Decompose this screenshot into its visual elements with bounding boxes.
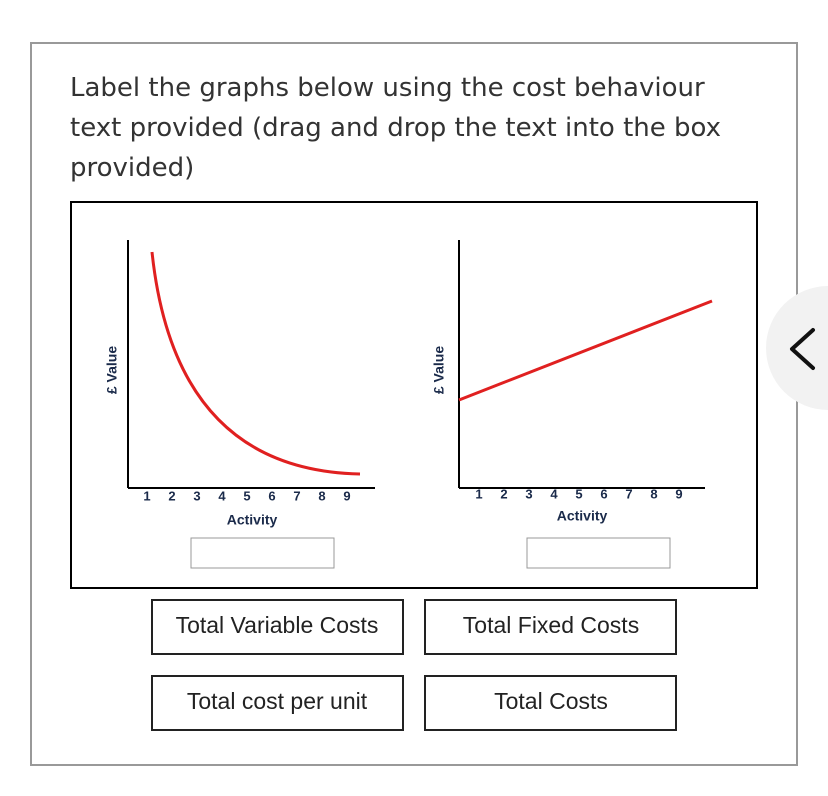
x-tick-label: 2 xyxy=(168,488,175,503)
graph-image xyxy=(70,201,758,589)
x-tick-label: 9 xyxy=(343,488,350,503)
side-panel-toggle[interactable] xyxy=(766,286,828,410)
x-label: Activity xyxy=(557,508,608,524)
option-box[interactable] xyxy=(424,599,677,655)
x-tick-label: 1 xyxy=(143,488,150,503)
option-text[interactable]: Total Fixed Costs xyxy=(463,612,639,638)
y-label: £ Value xyxy=(104,346,120,394)
line xyxy=(458,299,713,402)
x-tick-label: 7 xyxy=(293,488,300,503)
x-tick-label: 6 xyxy=(600,486,607,501)
x-tick-label: 3 xyxy=(525,486,532,501)
toggle-circle[interactable] xyxy=(766,286,828,410)
x-tick-label: 7 xyxy=(625,486,632,501)
option[interactable]: Total cost per unit xyxy=(151,675,404,731)
y-label: £ Value xyxy=(431,346,447,394)
x-tick-label: 1 xyxy=(475,486,482,501)
option-box[interactable] xyxy=(151,675,404,731)
prompt-line: text provided (drag and drop the text in… xyxy=(70,113,721,143)
chevron-icon[interactable] xyxy=(790,328,815,370)
option[interactable]: Total Costs xyxy=(424,675,677,731)
x-tick-label: 6 xyxy=(268,488,275,503)
option-text[interactable]: Total cost per unit xyxy=(187,688,368,714)
prompt-line: provided) xyxy=(70,153,194,183)
option-text[interactable]: Total Variable Costs xyxy=(176,612,379,638)
prompt-line: Label the graphs below using the cost be… xyxy=(70,73,705,103)
x-tick-label: 9 xyxy=(675,486,682,501)
curve xyxy=(150,251,361,476)
option-box[interactable] xyxy=(424,675,677,731)
option-text[interactable]: Total Costs xyxy=(494,688,608,714)
option-box[interactable] xyxy=(151,599,404,655)
x-tick-label: 8 xyxy=(650,486,657,501)
drop-box[interactable] xyxy=(190,537,335,569)
x-tick-label: 3 xyxy=(193,488,200,503)
x-tick-label: 2 xyxy=(500,486,507,501)
x-tick-label: 4 xyxy=(550,486,558,501)
x-tick-label: 5 xyxy=(243,488,250,503)
x-label: Activity xyxy=(227,512,278,528)
drop-box[interactable] xyxy=(526,537,671,569)
option[interactable]: Total Variable Costs xyxy=(151,599,404,655)
x-tick-label: 4 xyxy=(218,488,226,503)
x-tick-label: 5 xyxy=(575,486,582,501)
x-tick-label: 8 xyxy=(318,488,325,503)
option[interactable]: Total Fixed Costs xyxy=(424,599,677,655)
